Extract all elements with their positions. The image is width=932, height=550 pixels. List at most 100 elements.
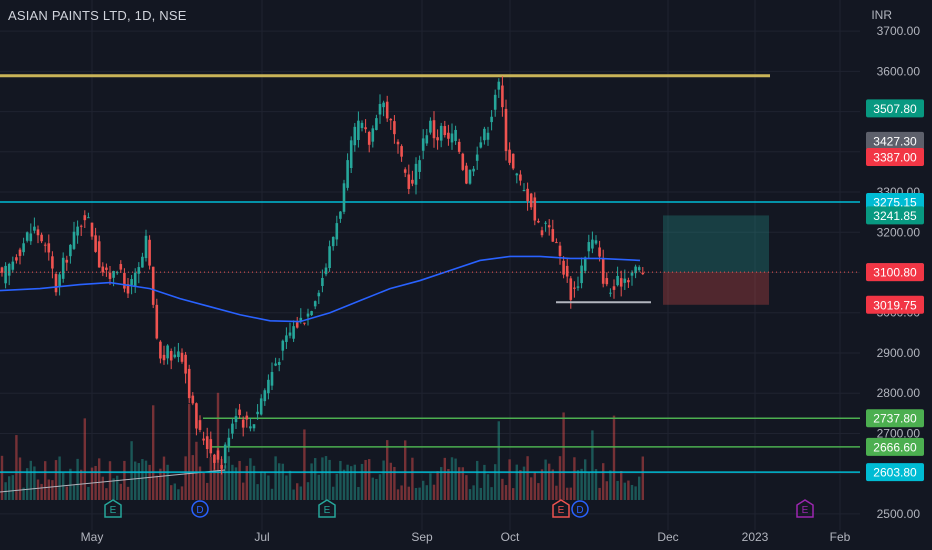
volume-bar [454, 458, 457, 500]
candle-body [511, 153, 515, 169]
candle-body [342, 183, 346, 212]
candle-body [551, 229, 555, 242]
candle-body [598, 247, 601, 257]
price-label-bg [866, 463, 924, 482]
volume-bar [195, 441, 198, 500]
candle-body [238, 409, 241, 416]
price-label: 3019.75 [866, 295, 924, 314]
candle-body [112, 271, 115, 278]
candle-body [241, 419, 245, 428]
y-tick-label: 3600.00 [877, 64, 921, 78]
candle-body [234, 416, 238, 423]
volume-bar [173, 483, 176, 500]
candle-body [324, 267, 328, 275]
price-label-text: 3427.30 [873, 134, 917, 148]
price-label: 3507.80 [866, 99, 924, 118]
volume-bar [476, 460, 479, 500]
price-label-bg [866, 263, 924, 282]
price-label-text: 3241.85 [873, 209, 917, 223]
candle-body [465, 165, 468, 184]
volume-bar [36, 479, 40, 500]
candle-body [393, 121, 396, 135]
dividend-marker[interactable]: D [191, 500, 209, 518]
price-label: 2737.80 [866, 409, 924, 428]
price-label: 2603.80 [866, 463, 924, 482]
volume-bar [108, 461, 112, 500]
marker-shape [571, 500, 589, 518]
volume-bar [76, 458, 79, 500]
earnings-marker[interactable]: E [104, 499, 122, 518]
volume-bar [501, 478, 504, 500]
candle-body [490, 116, 493, 123]
volume-bar [324, 456, 328, 500]
volume-bar [623, 482, 626, 500]
dividend-marker[interactable]: D [571, 500, 589, 518]
earnings-marker[interactable]: E [796, 499, 814, 518]
price-label-text: 3019.75 [873, 298, 917, 312]
earnings-marker[interactable]: E [318, 499, 336, 518]
candle-body [555, 242, 558, 244]
candle-body [18, 249, 22, 256]
volume-bar [339, 460, 342, 500]
candle-body [137, 267, 141, 274]
volume-bar [83, 418, 86, 500]
volume-bar [522, 466, 526, 500]
candle-body [339, 211, 342, 219]
volume-bar [594, 469, 598, 500]
candle-body [133, 272, 137, 287]
candle-body [483, 128, 486, 141]
moving-average-line [0, 255, 641, 323]
candle-body [130, 279, 133, 286]
volume-bar [566, 487, 569, 500]
candle-body [249, 426, 252, 429]
volume-bar [573, 457, 576, 500]
candle-body [587, 242, 591, 252]
candle-body [29, 233, 33, 242]
candle-body [457, 141, 461, 152]
volume-bar [249, 458, 252, 500]
candle-body [508, 149, 511, 163]
volume-bar [350, 466, 353, 500]
candle-body [119, 264, 123, 270]
volume-bar [148, 464, 151, 500]
volume-bar [213, 458, 216, 500]
candle-body [331, 236, 335, 247]
volume-bar [548, 463, 551, 500]
volume-bar [242, 482, 245, 500]
candle-body [105, 267, 108, 270]
price-label-bg [866, 295, 924, 314]
candle-body [360, 122, 364, 129]
volume-bar [465, 475, 468, 500]
volume-bar [342, 469, 346, 500]
earnings-marker[interactable]: E [552, 499, 570, 518]
candle-body [274, 363, 277, 366]
candle-body [504, 108, 508, 152]
candle-body [389, 118, 393, 121]
volume-bar [497, 421, 500, 500]
candle-body [407, 174, 411, 189]
volume-bar [170, 485, 173, 500]
candle-body [198, 420, 202, 430]
volume-bar [15, 435, 18, 500]
candle-body [187, 368, 191, 399]
candle-body [177, 351, 180, 357]
volume-bar [209, 457, 212, 500]
price-label: 3427.30 [866, 131, 924, 150]
volume-bars [0, 392, 644, 500]
volume-bar [555, 485, 558, 500]
candle-body [69, 244, 72, 257]
candle-body [11, 261, 15, 270]
volume-bar [130, 441, 133, 500]
candle-body [375, 118, 378, 130]
candle-body [378, 104, 382, 115]
candle-body [558, 245, 562, 256]
candle-body [605, 278, 609, 285]
candle-body [252, 424, 256, 429]
volume-bar [11, 475, 14, 500]
volume-bar [584, 459, 587, 500]
volume-bar [238, 460, 241, 500]
candle-body [205, 436, 209, 450]
volume-bar [368, 459, 371, 500]
marker-letter: E [802, 505, 809, 516]
